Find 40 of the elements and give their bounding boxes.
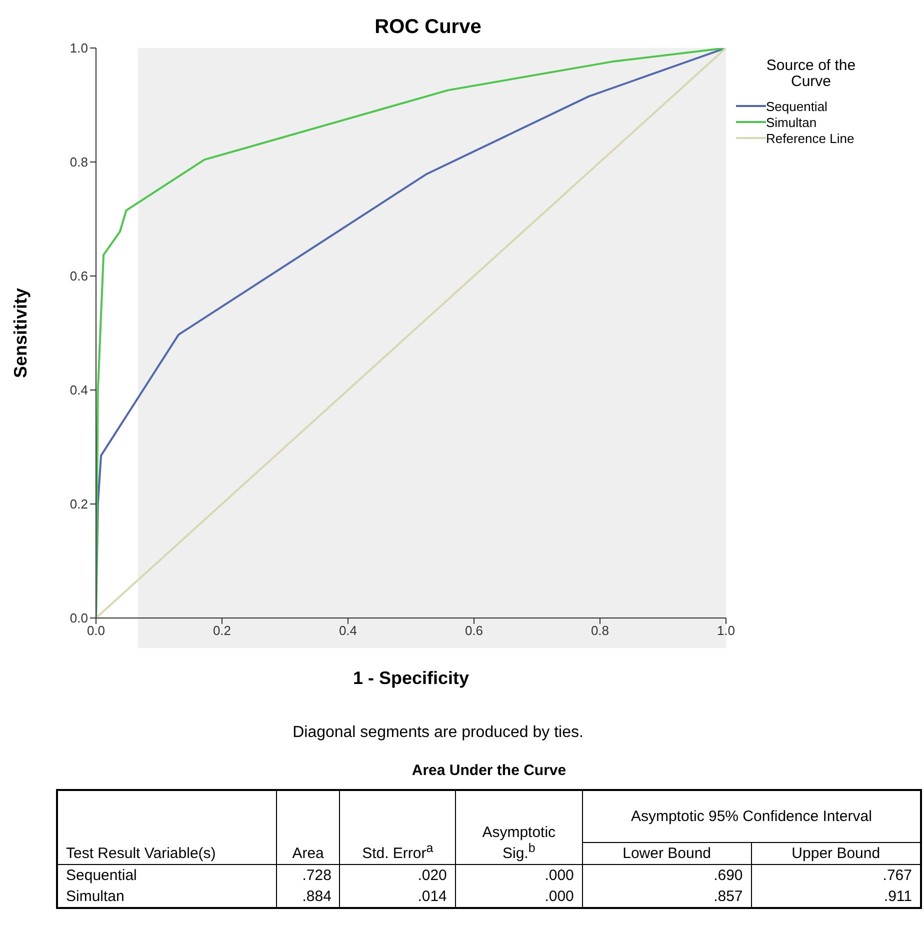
text: Asymptotic 95% Confidence Interval [630,808,872,825]
y-tick-label: 0.0 [70,610,88,626]
text: .728 [302,866,332,884]
text: .767 [882,866,912,884]
text: Asymptotic Sig.$^{b}$ [482,824,556,862]
text: Simultan [66,888,124,904]
y-tick-label: 0.2 [70,496,88,512]
y-tick-label: 0.6 [70,268,88,284]
text: .014 [418,888,447,904]
x-tick-label: 1.0 [716,623,736,638]
legend-title: Source of the Curve [765,57,857,90]
legend-label: Simultan [766,114,817,130]
y-tick-label: 0.8 [70,154,88,170]
text: .020 [418,866,447,884]
text: Area Under the Curve [410,762,568,779]
x-tick-label: 0.2 [212,623,232,638]
text: .690 [714,866,743,884]
text: .911 [884,888,912,904]
text: .000 [544,888,574,904]
text: Std. Error$^{a}$ [362,840,434,862]
x-tick-label: 0.0 [86,623,106,638]
text: Diagonal segments are produced by ties. [292,724,584,742]
text: .000 [544,866,574,884]
x-tick-label: 0.8 [590,623,610,638]
x-axis-title: 1 - Specificity [352,668,470,688]
legend-label: Reference Line [766,130,854,146]
y-axis-title: Sensitivity [10,288,30,378]
x-tick-label: 0.4 [338,623,358,638]
text: Sequential [66,866,137,884]
text: .884 [302,888,332,904]
text: Upper Bound [792,844,880,862]
text: Test Result Variable(s) [66,844,216,862]
legend-label: Sequential [766,98,828,114]
text: Area [292,844,324,862]
x-tick-label: 0.6 [464,623,484,638]
y-tick-label: 0.4 [70,382,88,398]
text: .857 [714,888,743,904]
text: Lower Bound [622,844,712,862]
chart-title: ROC Curve [374,16,482,39]
y-tick-label: 1.0 [70,40,88,56]
